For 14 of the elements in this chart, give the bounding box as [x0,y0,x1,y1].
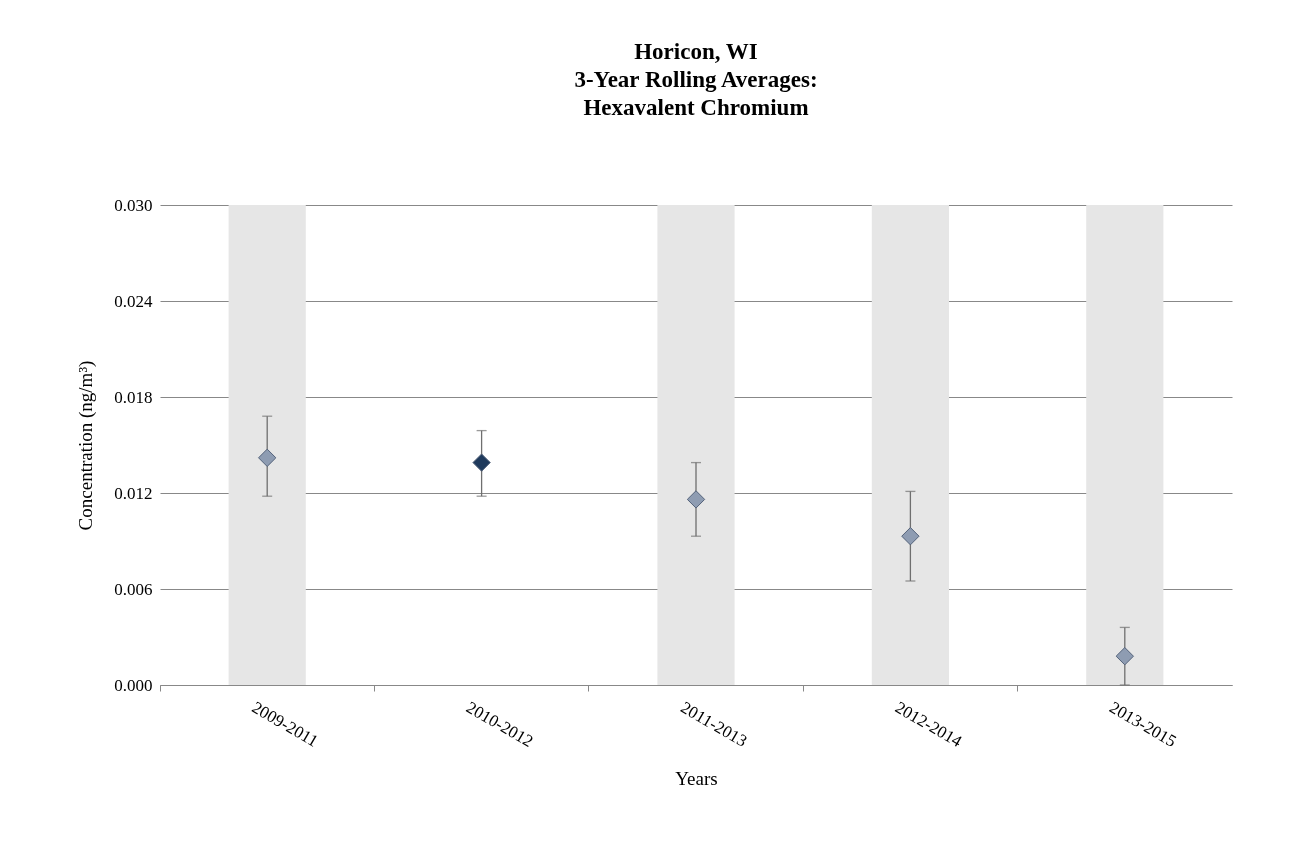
x-axis-title: Years [675,768,718,790]
y-tick-label: 0.006 [114,579,153,599]
point [472,453,491,472]
y-tick-label: 0.024 [114,291,153,311]
point [258,448,277,467]
y-axis-title: Concentration (ng/m³) [75,360,98,531]
y-tick-label: 0.030 [114,195,153,215]
point [686,490,706,509]
point [901,527,920,546]
y-tick-label: 0.000 [114,675,153,695]
point [1115,647,1134,666]
y-tick-label: 0.018 [114,387,153,407]
chart-title: Horicon, WI 3-Year Rolling Averages: Hexavalent Chromium [574,39,818,120]
y-tick-label: 0.012 [114,483,153,503]
